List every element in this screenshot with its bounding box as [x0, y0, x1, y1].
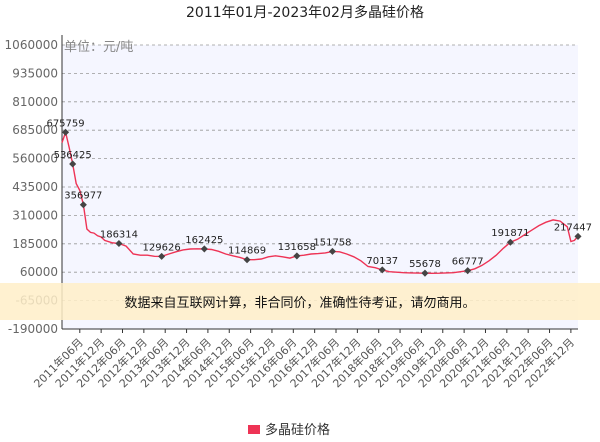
- data-point-marker[interactable]: [378, 266, 386, 274]
- legend-label: 多晶硅价格: [265, 422, 330, 438]
- data-point-marker[interactable]: [574, 232, 582, 240]
- legend[interactable]: 多晶硅价格: [248, 422, 330, 438]
- legend-swatch: [248, 425, 260, 434]
- data-labels: 675759 536425 356977 186314 129626 162425 1148…: [46, 118, 592, 270]
- y-tick-label: -190000: [8, 322, 58, 336]
- y-tick-label: 685000: [12, 123, 58, 137]
- y-axis: 1060000 935000 810000 685000 560000 435000 310…: [5, 35, 63, 336]
- data-point-marker[interactable]: [158, 252, 166, 260]
- y-tick-label: 1060000: [5, 38, 58, 52]
- data-point-label: 151758: [313, 237, 351, 248]
- data-point-label: 675759: [46, 118, 84, 129]
- data-point-label: 55678: [409, 259, 441, 270]
- y-tick-label: 310000: [12, 208, 58, 222]
- data-point-label: 131658: [278, 242, 316, 253]
- data-point-label: 191871: [491, 228, 529, 239]
- y-tick-label: 810000: [12, 95, 58, 109]
- disclaimer-banner: 数据来自互联网计算，非合同价，准确性待考证，请勿商用。: [0, 283, 600, 320]
- disclaimer-text: 数据来自互联网计算，非合同价，准确性待考证，请勿商用。: [124, 296, 476, 311]
- y-tick-label: 60000: [20, 265, 58, 279]
- y-tick-label: 935000: [12, 66, 58, 80]
- data-point-marker[interactable]: [200, 245, 208, 253]
- y-tick-label: 185000: [12, 237, 58, 251]
- data-point-label: 66777: [452, 257, 484, 268]
- data-point-label: 114869: [228, 246, 266, 257]
- data-point-label: 129626: [143, 242, 181, 253]
- data-point-marker[interactable]: [243, 256, 251, 264]
- data-point-label: 70137: [366, 256, 398, 267]
- data-point-label: 217447: [554, 222, 592, 233]
- data-point-label: 162425: [185, 235, 223, 246]
- data-point-marker[interactable]: [421, 269, 429, 277]
- data-point-label: 536425: [54, 150, 92, 161]
- chart-title: 2011年01月-2023年02月多晶硅价格: [186, 4, 424, 21]
- data-point-marker[interactable]: [115, 239, 123, 248]
- data-point-marker[interactable]: [328, 247, 336, 255]
- price-series-line: [61, 129, 579, 275]
- x-axis: 2011年06月2011年12月2012年06月2012年12月2013年06月…: [31, 328, 578, 390]
- unit-label: 单位：元/吨: [64, 40, 133, 55]
- y-tick-label: 435000: [12, 180, 58, 194]
- data-point-marker[interactable]: [79, 201, 87, 209]
- data-point-marker[interactable]: [293, 252, 301, 260]
- data-point-marker[interactable]: [464, 267, 472, 275]
- data-point-label: 186314: [100, 230, 138, 241]
- data-point-marker[interactable]: [69, 160, 77, 168]
- data-point-label: 356977: [64, 191, 102, 202]
- y-tick-label: 560000: [12, 152, 58, 166]
